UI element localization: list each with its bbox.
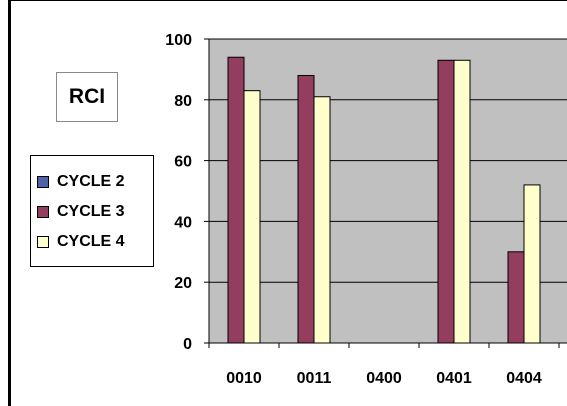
legend-swatch-cycle-4 [37,236,49,248]
legend-label-cycle-2: CYCLE 2 [57,173,125,190]
y-tick-label-0: 0 [183,336,192,353]
x-tick-label-0010: 0010 [226,370,262,387]
x-tick-label-0011: 0011 [297,370,332,387]
legend: CYCLE 2 CYCLE 3 CYCLE 4 [30,155,154,267]
left-border-line [8,0,11,406]
x-tick-label-0401: 0401 [436,370,472,387]
legend-swatch-cycle-3 [37,206,49,218]
bar-cycle-3-0404 [507,251,525,344]
legend-label-cycle-4: CYCLE 4 [57,233,125,250]
y-tick-label-40: 40 [174,214,192,231]
bar-cycle-3-0401 [437,59,455,344]
chart-title: RCI [68,85,106,108]
legend-item-cycle-3: CYCLE 3 [37,202,125,222]
legend-swatch-cycle-2 [37,176,49,188]
legend-item-cycle-2: CYCLE 2 [37,172,125,192]
bar-cycle-3-0010 [227,56,245,344]
bar-cycle-4-0010 [243,90,261,344]
x-tick-label-0400: 0400 [366,370,402,387]
y-tick-label-100: 100 [165,32,192,49]
chart-title-box: RCI [56,72,118,122]
y-tick-label-80: 80 [174,93,192,110]
plot-area [209,39,567,343]
bar-cycle-4-0401 [453,59,471,344]
x-tick-label-0404: 0404 [506,370,542,387]
legend-label-cycle-3: CYCLE 3 [57,203,125,220]
y-tick-label-60: 60 [174,154,192,171]
bar-cycle-4-0404 [523,184,541,344]
y-tick-label-20: 20 [174,275,192,292]
top-border-line [8,0,567,1]
legend-item-cycle-4: CYCLE 4 [37,232,125,252]
bar-cycle-3-0011 [297,74,315,344]
bar-cycle-4-0011 [313,96,331,344]
